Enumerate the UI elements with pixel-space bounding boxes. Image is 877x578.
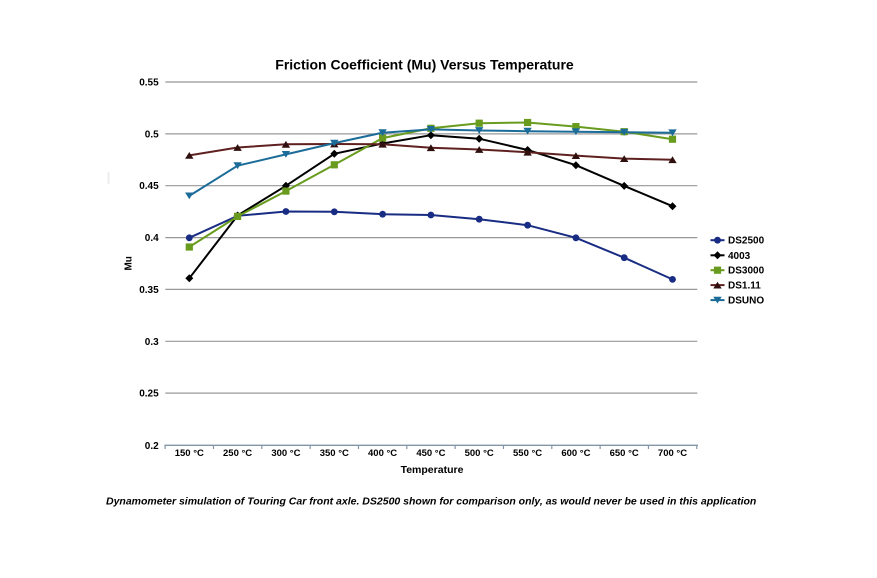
svg-text:0.25: 0.25 xyxy=(139,389,159,400)
svg-text:700 °C: 700 °C xyxy=(658,448,687,459)
svg-text:350 °C: 350 °C xyxy=(320,448,349,459)
svg-text:DS1.11: DS1.11 xyxy=(728,281,761,292)
svg-text:450 °C: 450 °C xyxy=(416,448,445,459)
svg-text:DSUNO: DSUNO xyxy=(728,296,764,307)
svg-text:400 °C: 400 °C xyxy=(368,448,397,459)
svg-text:0.2: 0.2 xyxy=(145,441,159,452)
svg-text:650 °C: 650 °C xyxy=(610,448,639,459)
svg-text:DS3000: DS3000 xyxy=(728,266,765,277)
svg-text:0.35: 0.35 xyxy=(139,285,159,296)
svg-text:0.45: 0.45 xyxy=(139,181,159,192)
svg-text:500 °C: 500 °C xyxy=(465,448,494,459)
svg-text:4003: 4003 xyxy=(728,251,751,262)
svg-text:0.3: 0.3 xyxy=(145,337,159,348)
svg-text:DS2500: DS2500 xyxy=(728,236,765,247)
svg-text:300 °C: 300 °C xyxy=(271,448,300,459)
svg-text:Friction Coefficient (Mu) Vers: Friction Coefficient (Mu) Versus Tempera… xyxy=(275,56,574,72)
svg-text:550 °C: 550 °C xyxy=(513,448,542,459)
svg-text:0.4: 0.4 xyxy=(145,233,159,244)
svg-text:150 °C: 150 °C xyxy=(175,448,204,459)
svg-text:Mu: Mu xyxy=(124,256,135,270)
svg-text:0.5: 0.5 xyxy=(145,129,159,140)
svg-text:600 °C: 600 °C xyxy=(561,448,590,459)
svg-text:Dynamometer simulation of Tour: Dynamometer simulation of Touring Car fr… xyxy=(106,496,756,508)
svg-text:250 °C: 250 °C xyxy=(223,448,252,459)
svg-text:0.55: 0.55 xyxy=(139,78,159,89)
svg-text:Temperature: Temperature xyxy=(401,464,464,476)
